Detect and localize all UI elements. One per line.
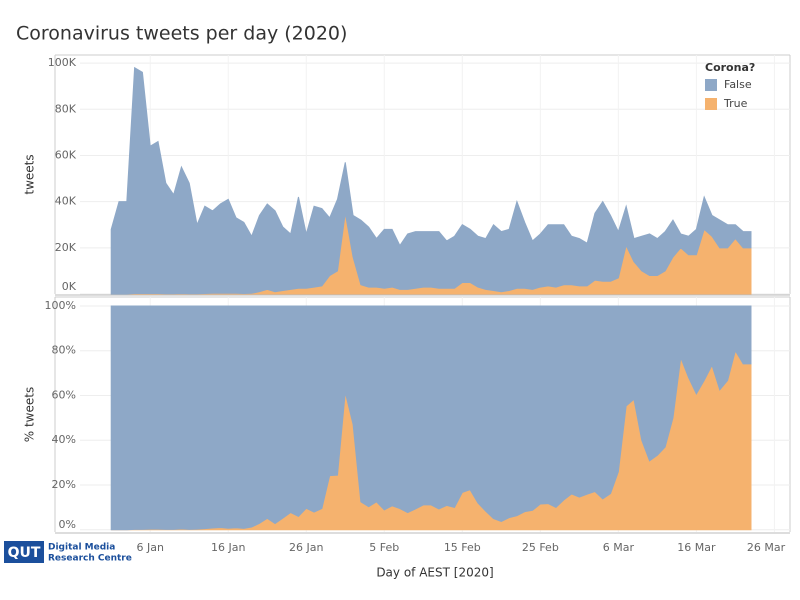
y-tick-label: 20K <box>55 241 77 254</box>
logo-text: Research Centre <box>48 554 132 564</box>
y-tick-label: 100K <box>48 56 77 69</box>
y-tick-label: 80K <box>55 102 77 115</box>
legend-title: Corona? <box>705 61 755 74</box>
x-tick-label: 26 Jan <box>289 541 323 554</box>
y-tick-label: 20% <box>52 478 76 491</box>
area <box>110 305 752 531</box>
y-axis-label: tweets <box>23 154 37 194</box>
x-tick-label: 25 Feb <box>522 541 559 554</box>
legend-label: True <box>723 97 748 110</box>
y-tick-label: 0% <box>59 518 76 531</box>
x-axis-label: Day of AEST [2020] <box>376 566 493 580</box>
x-tick-label: 15 Feb <box>444 541 481 554</box>
legend-swatch <box>705 98 717 110</box>
x-tick-label: 26 Mar <box>747 541 786 554</box>
logo-box <box>4 541 44 563</box>
y-tick-label: 0K <box>62 280 77 293</box>
x-tick-label: 6 Mar <box>603 541 635 554</box>
chart-title: Coronavirus tweets per day (2020) <box>16 23 347 45</box>
logo-text: Digital Media <box>48 543 115 553</box>
y-tick-label: 40% <box>52 433 76 446</box>
y-tick-label: 60K <box>55 148 77 161</box>
x-tick-label: 5 Feb <box>369 541 399 554</box>
x-tick-label: 6 Jan <box>136 541 163 554</box>
y-axis-label: % tweets <box>23 387 37 442</box>
x-tick-label: 16 Jan <box>211 541 245 554</box>
area <box>110 66 752 295</box>
y-tick-label: 100% <box>45 299 76 312</box>
y-tick-label: 80% <box>52 344 76 357</box>
legend-swatch <box>705 79 717 91</box>
logo-mark: QUT <box>8 545 41 561</box>
y-tick-label: 60% <box>52 388 76 401</box>
legend-label: False <box>724 78 752 91</box>
y-tick-label: 40K <box>55 195 77 208</box>
x-tick-label: 16 Mar <box>677 541 716 554</box>
